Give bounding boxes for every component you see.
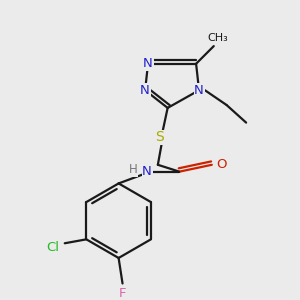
- Text: H: H: [129, 163, 138, 176]
- Text: N: N: [143, 57, 153, 70]
- Text: S: S: [155, 130, 164, 144]
- Text: O: O: [216, 158, 227, 171]
- Text: F: F: [119, 287, 126, 300]
- Text: Cl: Cl: [46, 241, 59, 254]
- Text: N: N: [194, 84, 204, 97]
- Text: CH₃: CH₃: [207, 33, 228, 43]
- Text: N: N: [140, 84, 150, 97]
- Text: N: N: [142, 165, 152, 178]
